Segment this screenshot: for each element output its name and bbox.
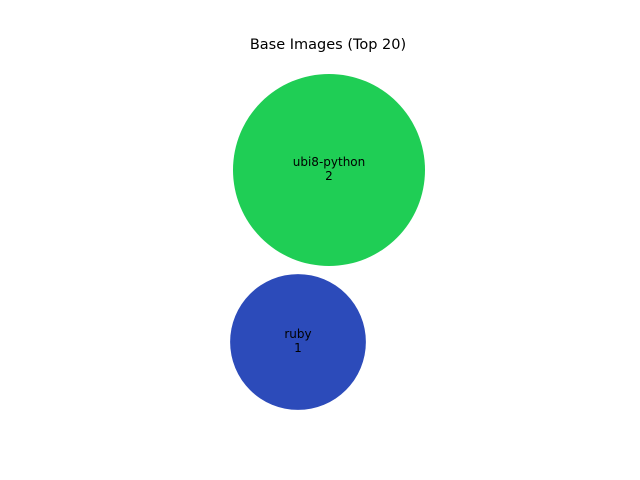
bubble-label-name: ruby <box>284 327 311 341</box>
bubble-label: ubi8-python 2 <box>293 155 366 183</box>
bubble-label-value: 1 <box>294 341 302 355</box>
bubble-label-value: 2 <box>325 169 333 183</box>
bubble-ubi8-python <box>233 74 425 266</box>
bubble-label-name: ubi8-python <box>293 155 366 169</box>
bubble-ruby <box>230 274 366 410</box>
chart-title: Base Images (Top 20) <box>250 37 406 53</box>
bubble-label: ruby 1 <box>284 327 311 355</box>
bubble-group: ubi8-python 2 ruby 1 <box>230 74 425 410</box>
